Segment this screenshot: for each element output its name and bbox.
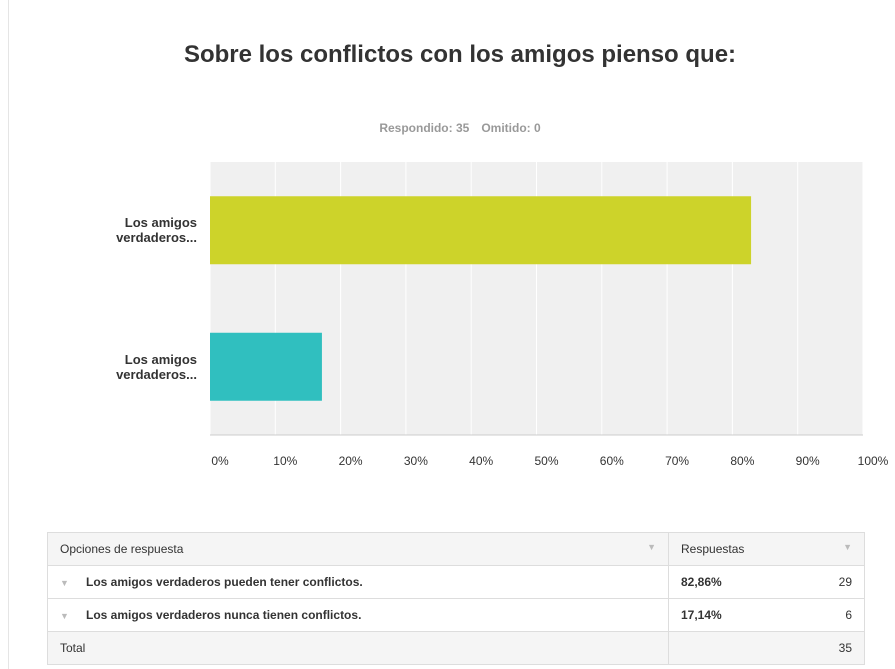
total-label: Total: [47, 631, 669, 665]
x-tick-label: 100%: [858, 454, 889, 468]
x-tick-label: 20%: [339, 454, 363, 468]
option: Los amigos verdaderos pueden tener confl…: [86, 575, 363, 589]
x-tick-label: 80%: [730, 454, 754, 468]
percent: 82,86%: [668, 565, 783, 599]
total-count: 35: [668, 631, 865, 665]
x-tick-label: 60%: [600, 454, 624, 468]
x-tick-label: 30%: [404, 454, 428, 468]
count: 6: [783, 598, 865, 632]
x-tick-label: 40%: [469, 454, 493, 468]
bar: [210, 332, 322, 401]
chart: 0% 10% 20% 30% 40% 50% 60% 70% 80% 90% 100%: [209, 162, 889, 468]
x-tick-label: 90%: [796, 454, 820, 468]
x-tick-label: 10%: [273, 454, 297, 468]
percent: 17,14%: [668, 598, 783, 632]
subtitle: Respondido: 35 Omitido: 0: [160, 121, 760, 135]
results-table: Opciones de respuesta ▼ Respuestas ▼ ▼ Los a…: [47, 532, 865, 665]
x-tick-label: 70%: [665, 454, 689, 468]
x-tick-label: 0%: [211, 454, 229, 468]
category-label: Los amigos verdaderos...: [116, 351, 197, 382]
x-tick-label: 50%: [534, 454, 558, 468]
category-label: Los amigos verdaderos...: [116, 215, 197, 246]
header: Respuestas: [681, 542, 745, 556]
header: Opciones de respuesta: [60, 542, 184, 556]
answered: Respondido: 35: [379, 121, 470, 135]
option: Los amigos verdaderos nunca tienen confl…: [86, 608, 362, 622]
chart-title: Sobre los conflictos con los amigos pien…: [183, 41, 737, 68]
skipped: Omitido: 0: [481, 121, 541, 135]
side-border: [8, 0, 9, 669]
count: 29: [783, 565, 865, 599]
bar: [210, 196, 752, 265]
